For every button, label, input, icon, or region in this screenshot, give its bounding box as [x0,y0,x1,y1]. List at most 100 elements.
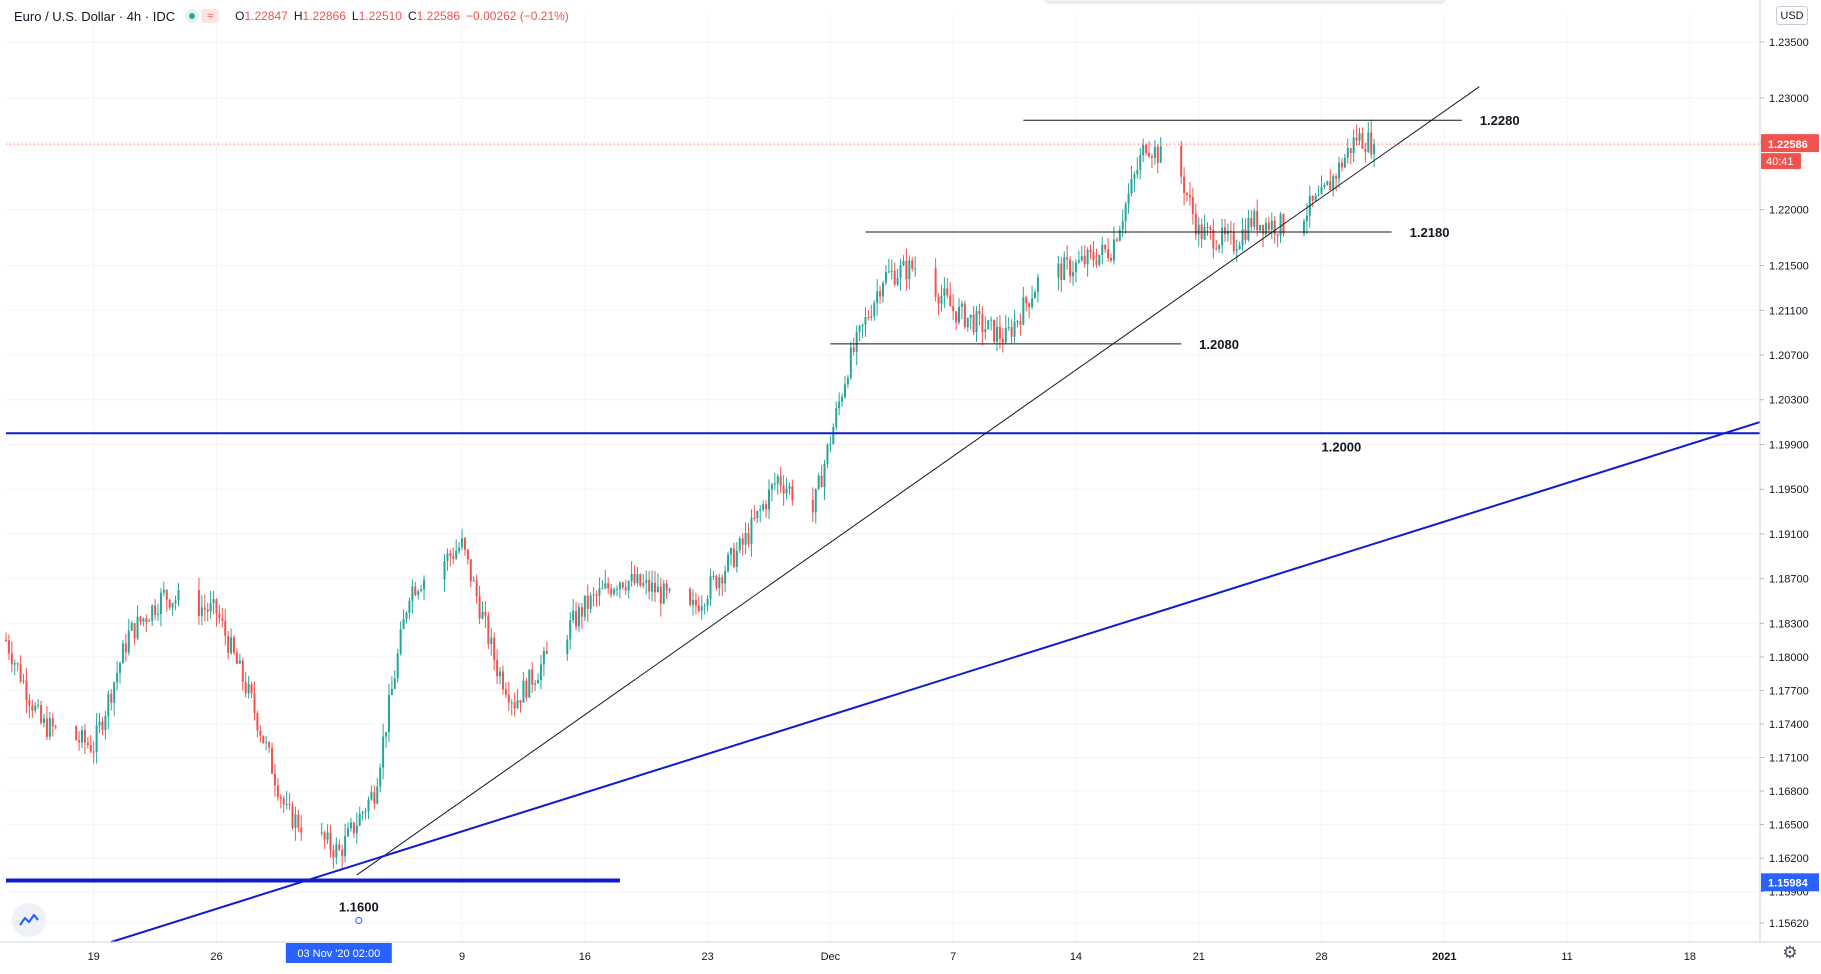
candle-body [873,302,876,317]
candle [937,293,940,316]
candle [241,658,244,691]
symbol-title[interactable]: Euro / U.S. Dollar · 4h · IDC [14,8,176,24]
candle-body [645,579,648,583]
candle-body [113,682,116,703]
candle-body [370,792,373,800]
candle-body [452,555,455,559]
candle [1238,241,1241,250]
candle [250,681,253,699]
candle [981,306,984,346]
candle-body [744,533,747,545]
candle [1156,144,1159,174]
candle [890,259,893,280]
candle-body [31,705,34,711]
candle-body [379,767,382,787]
candle-body [788,486,791,489]
candle [361,810,364,821]
level-label-1-2280: 1.2280 [1480,113,1520,128]
candle-body [227,635,230,654]
candle-body [1115,239,1118,241]
candle-body [373,792,376,804]
candle [990,316,993,331]
candle-body [882,282,884,297]
candle-body [829,444,832,446]
price-tick-label: 1.21100 [1769,305,1808,317]
candle [402,609,405,630]
candle-body [1036,277,1039,293]
candle [373,785,376,810]
candle [1329,169,1332,190]
price-tick-label: 1.19900 [1769,439,1809,451]
time-tick-label: 9 [459,951,465,963]
candle [706,594,709,612]
candle [344,823,347,863]
candle-body [958,306,961,323]
candle [1317,185,1320,197]
candle [955,311,958,331]
candle-body [1250,217,1253,227]
candle-body [145,618,148,622]
candle-body [154,605,157,615]
candle-body [879,291,882,297]
settings-gear-icon[interactable]: ⚙ [1782,943,1798,962]
candle [34,702,37,713]
candle-body [823,463,826,488]
ohlc-low: L1.22510 [352,9,402,23]
candle [817,473,820,491]
candle [729,547,732,566]
candle [1361,127,1364,149]
candle [171,602,174,616]
candle-body [776,476,779,484]
candle-body [276,785,279,798]
candle-body [908,260,911,280]
candle [1095,248,1098,268]
candle [358,806,361,827]
candle-body [732,548,735,567]
candle-body [735,550,738,567]
currency-button[interactable]: USD [1776,6,1808,25]
top-drawer-handle[interactable] [1045,0,1445,2]
cursor-time-badge-bg [285,943,392,963]
candle-body [1270,220,1273,230]
time-axis: 19 26 9 16 23 Dec 7 14 21 28 2021 11 18 [0,941,1821,963]
candle-body [832,427,835,445]
tradingview-logo-icon[interactable] [12,903,46,937]
last-price-badge-bg [1761,134,1819,153]
candle-body [487,615,490,644]
candle [1226,223,1229,242]
candle [613,587,616,597]
candle [1110,253,1113,263]
time-tick-label: 28 [1315,951,1327,963]
candle-body [969,314,972,318]
level-label-1-2180: 1.2180 [1410,225,1450,240]
candle [1074,259,1077,283]
candle [531,661,534,693]
candle-body [575,610,578,627]
candle-body [1343,157,1346,168]
candle [732,542,735,569]
candle-body [92,751,95,753]
candle-body [78,740,81,743]
candle-body [940,295,943,304]
candle [78,730,81,751]
candle [911,257,914,272]
candle [1072,260,1075,286]
candle-body [200,607,203,616]
candle [627,580,630,599]
candle [908,255,911,290]
status-pill[interactable]: ≈ [185,9,220,23]
candle-body [598,588,601,596]
candle-body [244,681,247,694]
candle-body [279,797,282,799]
candle-body [335,844,338,858]
candle [1212,219,1215,259]
candle-body [1346,148,1349,158]
candle-body [984,329,987,332]
candle-body [949,295,952,307]
price-tick-label: 1.21500 [1769,261,1809,273]
candle [157,603,160,621]
candle [116,661,119,691]
candle [177,582,180,607]
